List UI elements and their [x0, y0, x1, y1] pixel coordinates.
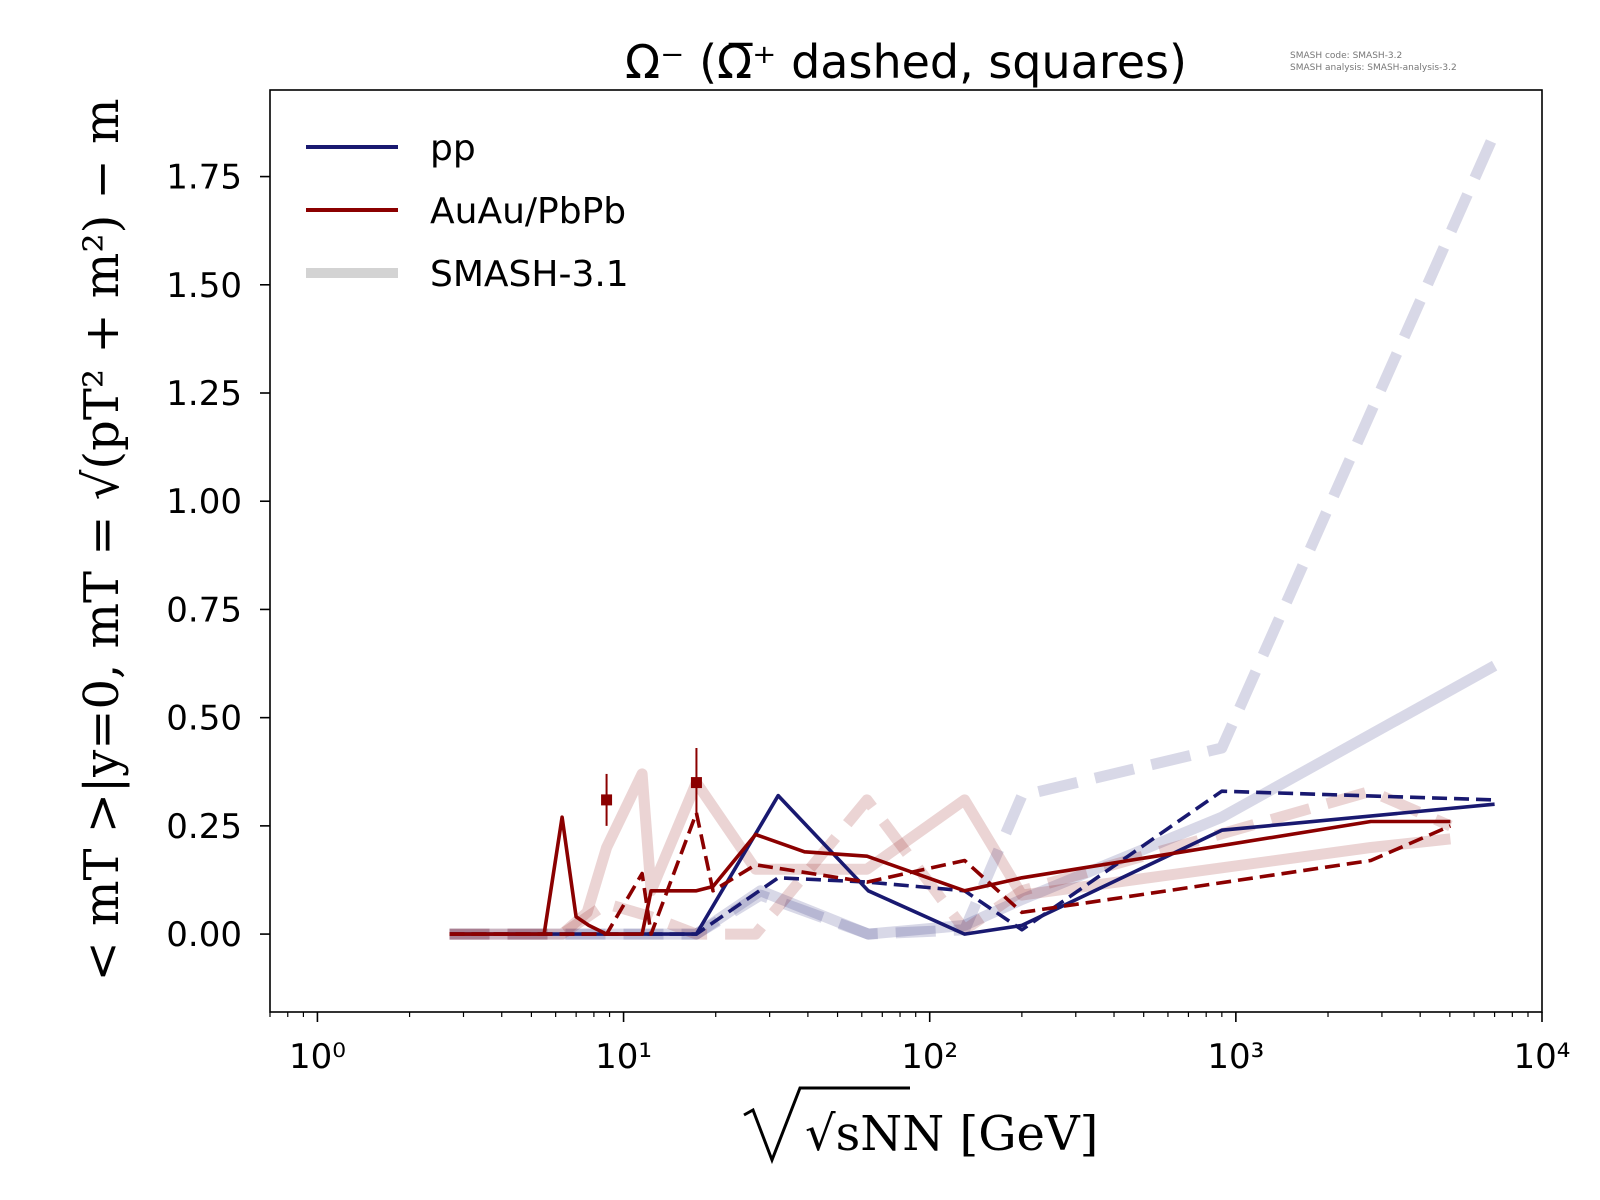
series-line-6	[449, 815, 1451, 936]
data-points	[601, 747, 702, 826]
x-tick-label-4: 10⁴	[1514, 1037, 1571, 1077]
x-tick-label-0: 10⁰	[289, 1037, 346, 1077]
legend: pp AuAu/PbPb SMASH-3.1	[306, 128, 629, 295]
data-curves	[449, 789, 1495, 936]
legend-label-pp: pp	[430, 128, 476, 169]
x-axis: 10⁰ 10¹ 10² 10³ 10⁴	[269, 1012, 1571, 1077]
x-axis-label-radical	[743, 1086, 910, 1165]
y-tick-label-3: 0.75	[166, 590, 242, 630]
x-tick-label-2: 10²	[901, 1037, 958, 1077]
x-axis-label-text: √sNN [GeV]	[805, 1106, 1098, 1162]
y-tick-label-7: 1.75	[166, 158, 242, 198]
version-note-analysis: SMASH analysis: SMASH-analysis-3.2	[1290, 63, 1457, 73]
chart-title: Ω⁻ (Ω̅⁺ dashed, squares)	[625, 35, 1187, 89]
x-axis-label: √sNN [GeV]	[743, 1086, 1098, 1165]
data-point-0	[601, 794, 613, 806]
y-tick-label-5: 1.25	[166, 374, 242, 414]
version-note-code: SMASH code: SMASH-3.2	[1290, 51, 1402, 61]
series-line-7	[449, 811, 1452, 936]
x-tick-label-1: 10¹	[595, 1037, 652, 1077]
x-tick-label-3: 10³	[1207, 1037, 1264, 1077]
legend-label-auau: AuAu/PbPb	[430, 191, 626, 232]
y-tick-label-4: 1.00	[166, 482, 242, 522]
y-tick-label-0: 0.00	[166, 915, 242, 955]
data-point-1	[690, 777, 702, 789]
y-axis-label: < mT >|y=0, mT = √(pT² + m²) − m	[74, 98, 130, 981]
y-axis-label-text: < mT >|y=0, mT = √(pT² + m²) − m	[74, 98, 130, 981]
series-line-2	[449, 768, 1451, 940]
plot-frame	[269, 89, 1543, 1013]
y-tick-label-6: 1.50	[166, 266, 242, 306]
y-tick-label-2: 0.50	[166, 699, 242, 739]
y-tick-label-1: 0.25	[166, 807, 242, 847]
y-axis: 0.00 0.25 0.50 0.75 1.00 1.25 1.50 1.75	[166, 158, 270, 955]
legend-label-smash: SMASH-3.1	[430, 254, 629, 295]
